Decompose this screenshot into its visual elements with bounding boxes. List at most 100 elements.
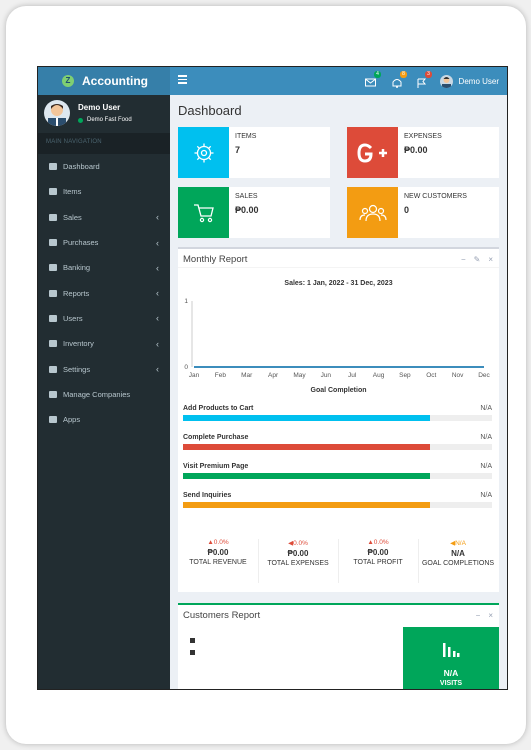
- wrench-icon[interactable]: ✎: [473, 255, 481, 264]
- google-plus-icon: [347, 127, 398, 178]
- infobox-value: 7: [235, 145, 241, 155]
- sidebar-item-manage-companies[interactable]: Manage Companies: [38, 382, 170, 407]
- chevron-left-icon: ‹: [156, 262, 159, 273]
- mail-button[interactable]: 4: [365, 71, 381, 87]
- infobox-label: NEW CUSTOMERS: [404, 193, 467, 200]
- user-menu[interactable]: Demo User: [439, 67, 499, 95]
- sidebar-item-apps[interactable]: Apps: [38, 407, 170, 432]
- goal-item: Add Products to Cart N/A: [183, 405, 492, 421]
- sidebar-item-banking[interactable]: Banking ‹: [38, 255, 170, 280]
- visits-value: N/A: [443, 668, 459, 678]
- menu-toggle-icon[interactable]: [178, 75, 187, 84]
- close-icon[interactable]: ×: [488, 255, 493, 264]
- bank-icon: [49, 264, 57, 272]
- goal-value: N/A: [480, 405, 492, 412]
- avatar-icon: [441, 76, 451, 88]
- monthly-report-panel: Monthly Report − ✎ × Sales: 1 Jan, 2022 …: [178, 247, 499, 592]
- sidebar-item-label: Users: [63, 313, 83, 323]
- sidebar-header: MAIN NAVIGATION: [38, 133, 170, 154]
- laptop-icon: [49, 188, 57, 196]
- x-tick-label: Oct: [426, 372, 436, 379]
- stat-percent: ▲0.0%: [367, 539, 389, 546]
- stat-item: ▲0.0% ₱0.00 TOTAL REVENUE: [178, 539, 258, 566]
- goal-item: Complete Purchase N/A: [183, 434, 492, 450]
- infobox-sales[interactable]: SALES ₱0.00: [178, 187, 330, 238]
- stat-percent: ◀N/A: [450, 540, 466, 547]
- sidebar-item-inventory[interactable]: Inventory ‹: [38, 331, 170, 356]
- sidebar-item-label: Settings: [63, 364, 91, 374]
- stat-item: ◀0.0% ₱0.00 TOTAL EXPENSES: [258, 539, 338, 567]
- infobox-expenses[interactable]: EXPENSES ₱0.00: [347, 127, 499, 178]
- flag-icon: [417, 78, 427, 88]
- app-logo[interactable]: Z Accounting: [38, 67, 170, 95]
- goal-value: N/A: [480, 492, 492, 499]
- sidebar-user-panel: Demo User Demo Fast Food: [38, 95, 170, 133]
- app-title: Accounting: [82, 74, 148, 88]
- chevron-left-icon: ‹: [156, 338, 159, 349]
- users-icon: [49, 314, 57, 322]
- goal-progress-track: [183, 502, 492, 508]
- book-icon: [49, 390, 57, 398]
- sidebar-item-items[interactable]: Items: [38, 179, 170, 204]
- goal-completion-title: Goal Completion: [310, 387, 367, 394]
- users-icon: [347, 187, 398, 238]
- legend-marker: [190, 650, 195, 655]
- folder-icon: [49, 289, 57, 297]
- tasks-button[interactable]: 3: [416, 71, 432, 88]
- online-status-icon: [78, 117, 83, 123]
- stat-name: TOTAL PROFIT: [353, 559, 403, 566]
- stat-amount: ₱0.00: [207, 548, 229, 557]
- infobox-label: EXPENSES: [404, 133, 442, 140]
- sidebar-item-sales[interactable]: Sales ‹: [38, 205, 170, 230]
- x-tick-label: Mar: [241, 372, 253, 379]
- user-name: Demo User: [458, 76, 499, 86]
- goal-progress-bar: [183, 473, 431, 479]
- goal-item: Visit Premium Page N/A: [183, 463, 492, 479]
- sidebar-item-label: Apps: [63, 415, 81, 425]
- goal-progress-track: [183, 473, 492, 479]
- goal-progress-track: [183, 444, 492, 450]
- dashboard-icon: [49, 163, 57, 171]
- avatar: [44, 100, 70, 126]
- chevron-left-icon: ‹: [156, 288, 159, 299]
- mail-badge: 4: [374, 71, 381, 78]
- infobox-items[interactable]: ITEMS 7: [178, 127, 330, 178]
- goal-label: Complete Purchase: [183, 434, 249, 441]
- x-tick-label: Aug: [373, 372, 385, 379]
- panel-tools: − ✎ ×: [461, 255, 493, 264]
- close-icon[interactable]: ×: [488, 611, 493, 620]
- stat-name: TOTAL REVENUE: [189, 559, 247, 566]
- panel-tools: − ×: [476, 611, 493, 620]
- sidebar-item-label: Items: [63, 187, 82, 197]
- user-circle-icon: [49, 239, 57, 247]
- goal-progress-track: [183, 415, 492, 421]
- infobox-label: SALES: [235, 193, 258, 200]
- sidebar-item-reports[interactable]: Reports ‹: [38, 280, 170, 305]
- stat-item: ▲0.0% ₱0.00 TOTAL PROFIT: [338, 539, 418, 566]
- stat-item: ◀N/A N/A GOAL COMPLETIONS: [418, 539, 498, 567]
- sidebar-company-name: Demo Fast Food: [87, 117, 132, 123]
- minimize-icon[interactable]: −: [460, 255, 466, 264]
- minimize-icon[interactable]: −: [475, 611, 481, 620]
- infobox-label: ITEMS: [235, 133, 257, 140]
- laptop-icon: [49, 340, 57, 348]
- sidebar-item-purchases[interactable]: Purchases ‹: [38, 230, 170, 255]
- chevron-left-icon: ‹: [156, 364, 159, 375]
- visits-box: N/A VISITS: [403, 627, 499, 689]
- sidebar-item-settings[interactable]: Settings ‹: [38, 356, 170, 381]
- y-tick-label: 0: [184, 364, 188, 371]
- tasks-badge: 3: [425, 71, 432, 78]
- infobox-new-customers[interactable]: NEW CUSTOMERS 0: [347, 187, 499, 238]
- visits-label: VISITS: [439, 680, 463, 687]
- x-tick-label: Sep: [399, 372, 411, 379]
- sidebar-item-dashboard[interactable]: Dashboard: [38, 154, 170, 179]
- avatar: [439, 74, 453, 88]
- panel-title: Customers Report: [183, 610, 261, 621]
- goal-value: N/A: [480, 463, 492, 470]
- goal-label: Add Products to Cart: [183, 405, 254, 412]
- chevron-left-icon: ‹: [156, 237, 159, 248]
- notifications-button[interactable]: 8: [391, 71, 407, 88]
- goal-label: Visit Premium Page: [183, 463, 249, 470]
- sidebar-item-users[interactable]: Users ‹: [38, 306, 170, 331]
- chart-title: Sales: 1 Jan, 2022 - 31 Dec, 2023: [284, 280, 393, 287]
